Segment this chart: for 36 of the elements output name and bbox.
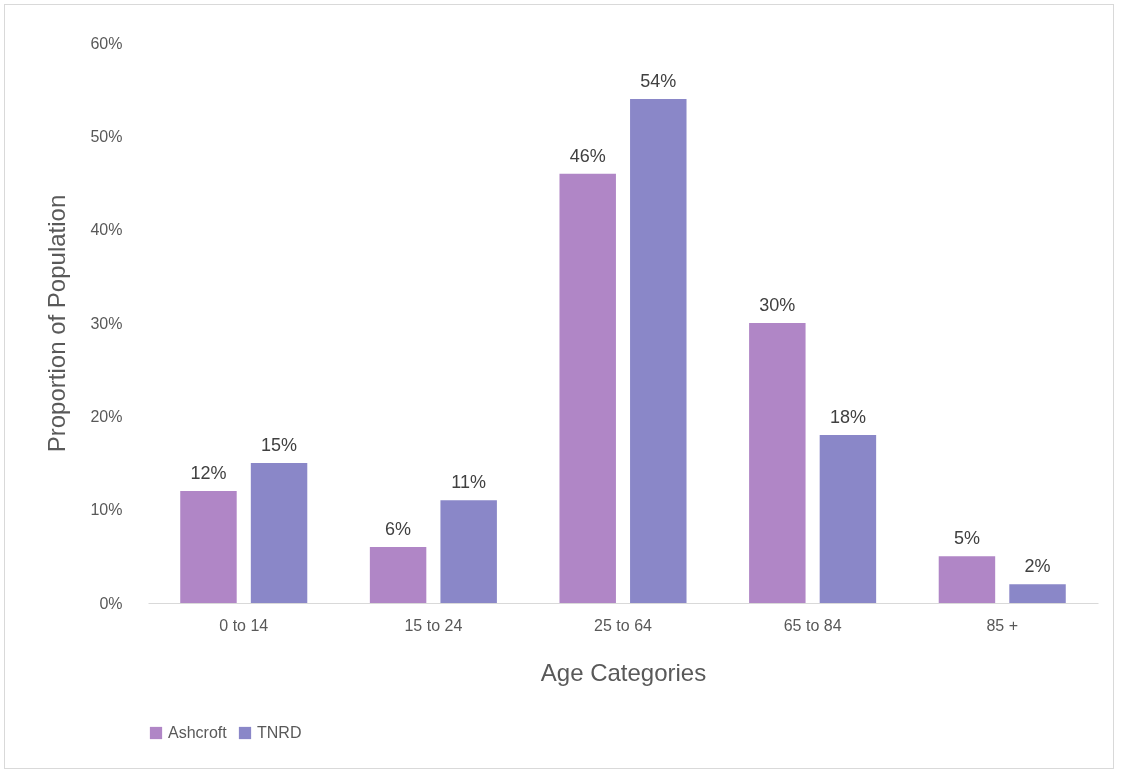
y-tick-label: 0% — [99, 594, 123, 612]
data-label: 46% — [569, 145, 606, 166]
legend-label: TNRD — [257, 724, 302, 741]
bar — [630, 99, 687, 603]
data-label: 6% — [385, 519, 412, 539]
y-axis-title: Proportion of Population — [43, 194, 71, 453]
bar — [180, 491, 237, 603]
x-tick-label: 85 + — [986, 616, 1019, 634]
data-label: 15% — [261, 435, 298, 455]
bar — [938, 556, 996, 603]
data-label: 18% — [829, 407, 866, 427]
x-axis-title: Age Categories — [540, 658, 707, 686]
bar — [819, 435, 877, 603]
y-tick-label: 40% — [90, 221, 123, 239]
data-label: 2% — [1024, 556, 1051, 577]
x-tick-label: 0 to 14 — [219, 616, 269, 634]
legend-label: Ashcroft — [168, 724, 228, 741]
data-label: 12% — [190, 463, 227, 483]
bar — [440, 500, 497, 603]
x-tick-label: 25 to 64 — [594, 616, 653, 634]
data-label: 5% — [953, 528, 980, 549]
bar — [749, 323, 806, 603]
bar — [369, 547, 427, 603]
y-tick-label: 30% — [90, 314, 123, 332]
x-tick-label: 65 to 84 — [783, 616, 842, 634]
y-tick-label: 20% — [90, 407, 123, 425]
bar — [1009, 584, 1066, 603]
bar — [250, 463, 308, 603]
bar — [559, 173, 616, 603]
x-tick-label: 15 to 24 — [404, 616, 463, 634]
y-tick-label: 10% — [90, 501, 123, 519]
data-label: 54% — [640, 71, 677, 91]
y-tick-label: 60% — [90, 34, 123, 52]
data-label: 30% — [759, 295, 796, 315]
y-tick-label: 50% — [90, 127, 123, 145]
data-label: 11% — [451, 472, 487, 493]
